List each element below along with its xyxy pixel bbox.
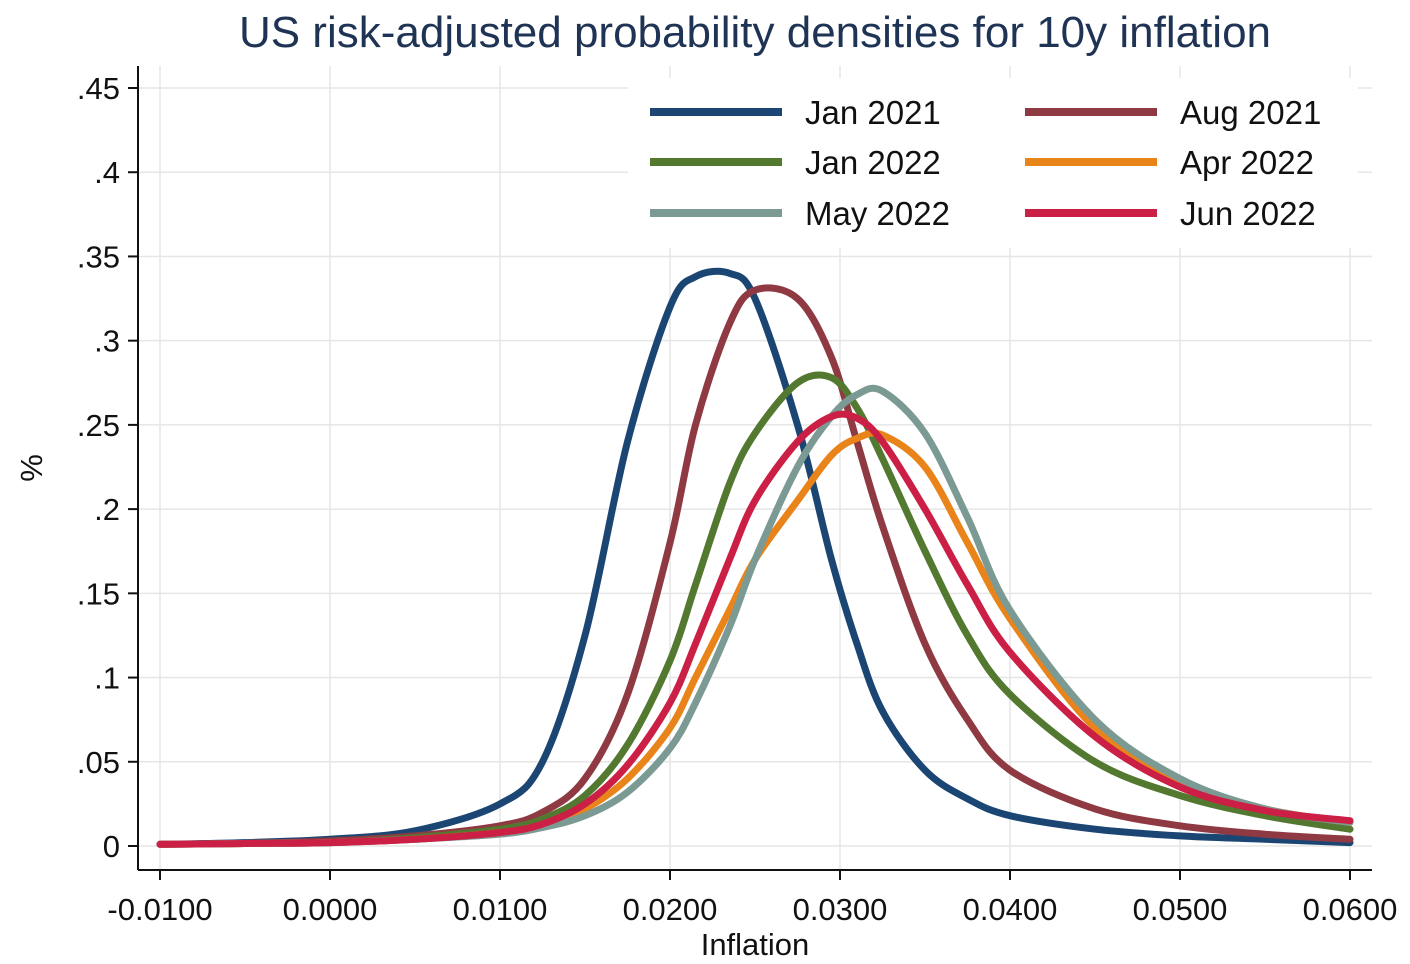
legend-label-aug-2021: Aug 2021 (1180, 94, 1321, 131)
y-tick-label: .05 (77, 745, 120, 780)
y-tick-label: .45 (77, 71, 120, 106)
y-tick-label: .35 (77, 239, 120, 274)
x-tick-label: -0.0100 (107, 892, 212, 927)
legend-label-apr-2022: Apr 2022 (1180, 144, 1314, 181)
y-tick-label: .15 (77, 576, 120, 611)
y-tick-label: 0 (103, 829, 120, 864)
series-line-jun-2022 (156, 410, 1354, 848)
x-tick-label: 0.0300 (793, 892, 888, 927)
y-tick-label: .1 (94, 661, 120, 696)
y-tick-label: .2 (94, 492, 120, 527)
legend: Jan 2021 Aug 2021 Jan 2022 Apr 2022 May 2022… (628, 78, 1358, 248)
x-axis-label: Inflation (701, 927, 810, 962)
y-tick-label: .25 (77, 408, 120, 443)
x-tick-label: 0.0000 (283, 892, 378, 927)
legend-label-jan-2022: Jan 2022 (805, 144, 941, 181)
axes: 0 .05 .1 .15 .2 .25 .3 .35 .4 .45 -0.0100 0.0000 0.0… (77, 66, 1398, 927)
x-tick-label: 0.0400 (963, 892, 1058, 927)
x-tick-label: 0.0200 (623, 892, 718, 927)
x-tick-label: 0.0100 (453, 892, 548, 927)
y-axis-label: % (14, 454, 49, 482)
y-tick-label: .3 (94, 324, 120, 359)
series-lines (156, 267, 1354, 848)
y-tick-label: .4 (94, 155, 120, 190)
x-tick-label: 0.0500 (1133, 892, 1228, 927)
legend-label-jan-2021: Jan 2021 (805, 94, 941, 131)
chart-title: US risk-adjusted probability densities f… (239, 8, 1271, 57)
legend-label-may-2022: May 2022 (805, 195, 950, 232)
legend-label-jun-2022: Jun 2022 (1180, 195, 1316, 232)
x-tick-label: 0.0600 (1303, 892, 1398, 927)
